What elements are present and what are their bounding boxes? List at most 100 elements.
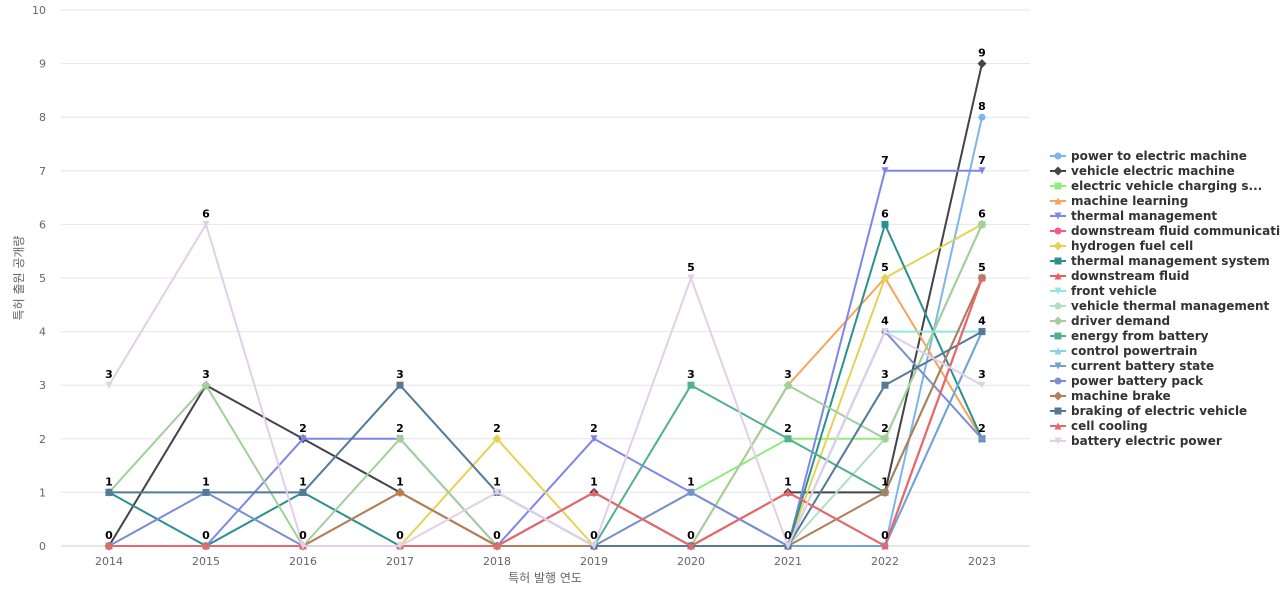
series-vehicle-electric-machine[interactable] xyxy=(104,59,987,551)
data-point[interactable] xyxy=(977,59,987,69)
data-point[interactable] xyxy=(783,380,793,390)
data-point[interactable] xyxy=(687,274,695,282)
legend-label: current battery state xyxy=(1071,359,1214,373)
series-line xyxy=(108,223,983,547)
data-label: 1 xyxy=(493,475,501,488)
data-point[interactable] xyxy=(590,435,598,443)
legend-item[interactable]: vehicle thermal management xyxy=(1050,299,1270,313)
data-point[interactable] xyxy=(978,381,986,389)
data-point[interactable] xyxy=(395,487,405,497)
data-point[interactable] xyxy=(687,542,695,550)
legend-label: battery electric power xyxy=(1071,434,1222,448)
series-machine-learning[interactable] xyxy=(105,274,986,550)
legend-item[interactable]: front vehicle xyxy=(1050,284,1157,298)
legend-marker xyxy=(1054,272,1062,280)
data-point[interactable] xyxy=(977,219,987,229)
legend-item[interactable]: control powertrain xyxy=(1050,344,1197,358)
data-point[interactable] xyxy=(590,542,598,550)
data-point[interactable] xyxy=(881,167,889,175)
legend-item[interactable]: current battery state xyxy=(1050,359,1214,373)
legend-item[interactable]: driver demand xyxy=(1050,314,1170,328)
data-point[interactable] xyxy=(493,488,501,496)
data-label: 3 xyxy=(687,368,695,381)
data-point[interactable] xyxy=(881,328,889,336)
legend-item[interactable]: braking of electric vehicle xyxy=(1050,404,1247,418)
data-point[interactable] xyxy=(105,488,113,496)
legend-label: power to electric machine xyxy=(1071,149,1247,163)
legend-label: braking of electric vehicle xyxy=(1071,404,1247,418)
data-point[interactable] xyxy=(105,542,113,550)
legend-marker xyxy=(1054,182,1062,190)
data-point[interactable] xyxy=(978,328,986,336)
data-label: 0 xyxy=(396,529,404,542)
data-point[interactable] xyxy=(202,542,210,550)
series-downstream-fluid-communication[interactable] xyxy=(105,274,986,550)
series-line xyxy=(109,277,983,547)
data-point[interactable] xyxy=(784,435,792,443)
legend-item[interactable]: downstream fluid xyxy=(1050,269,1189,283)
data-point[interactable] xyxy=(492,434,502,444)
legend-item[interactable]: vehicle electric machine xyxy=(1050,164,1235,178)
data-point[interactable] xyxy=(784,488,792,496)
data-point[interactable] xyxy=(978,435,986,443)
data-point[interactable] xyxy=(881,220,889,228)
data-point[interactable] xyxy=(881,542,889,550)
legend-item[interactable]: thermal management system xyxy=(1050,254,1270,268)
legend-item[interactable]: machine brake xyxy=(1050,389,1171,403)
legend-marker xyxy=(1054,227,1062,235)
legend-label: front vehicle xyxy=(1071,284,1157,298)
data-point[interactable] xyxy=(784,542,792,550)
data-label: 3 xyxy=(396,368,404,381)
legend-item[interactable]: hydrogen fuel cell xyxy=(1050,239,1193,253)
legend-item[interactable]: battery electric power xyxy=(1050,434,1222,448)
series-energy-from-battery[interactable] xyxy=(105,274,986,550)
data-point[interactable] xyxy=(880,434,890,444)
legend-item[interactable]: thermal management xyxy=(1050,209,1217,223)
data-point[interactable] xyxy=(978,113,986,121)
legend-marker xyxy=(1054,422,1062,430)
legend-marker xyxy=(1054,197,1062,205)
data-point[interactable] xyxy=(396,381,404,389)
series-line xyxy=(109,277,983,547)
data-point[interactable] xyxy=(880,273,890,283)
legend-item[interactable]: downstream fluid communication xyxy=(1050,224,1280,238)
data-point[interactable] xyxy=(105,381,113,389)
data-point[interactable] xyxy=(978,167,986,175)
legend-label: thermal management system xyxy=(1071,254,1270,268)
data-point[interactable] xyxy=(978,274,986,282)
y-tick-label: 3 xyxy=(39,379,46,392)
series-battery-electric-power[interactable] xyxy=(105,220,986,550)
x-tick-label: 2014 xyxy=(95,555,123,568)
data-point[interactable] xyxy=(395,434,405,444)
data-point[interactable] xyxy=(493,542,501,550)
legend-item[interactable]: power battery pack xyxy=(1050,374,1204,388)
series-downstream-fluid[interactable] xyxy=(105,274,986,550)
data-point[interactable] xyxy=(590,488,598,496)
data-point[interactable] xyxy=(396,542,404,550)
legend-item[interactable]: cell cooling xyxy=(1050,419,1148,433)
data-point[interactable] xyxy=(202,488,210,496)
legend-item[interactable]: machine learning xyxy=(1050,194,1188,208)
legend-label: energy from battery xyxy=(1071,329,1209,343)
data-labels: 0 1 3 0 1 3 6 0 1 2 0 1 2 3 0 1 2 0 1 2 0 1 3 5 0 1 2 3 0 1 2 3 4 5 6 7 2 3 4 5… xyxy=(105,47,986,542)
data-label: 0 xyxy=(687,529,695,542)
data-point[interactable] xyxy=(299,488,307,496)
data-label: 6 xyxy=(978,207,986,220)
data-point[interactable] xyxy=(880,487,890,497)
data-point[interactable] xyxy=(299,542,307,550)
series-cell-cooling[interactable] xyxy=(105,274,986,550)
legend-marker xyxy=(1054,302,1062,310)
legend-item[interactable]: power to electric machine xyxy=(1050,149,1247,163)
data-point[interactable] xyxy=(687,488,695,496)
data-point[interactable] xyxy=(202,220,210,228)
data-point[interactable] xyxy=(201,380,211,390)
data-label: 4 xyxy=(978,315,986,328)
legend-item[interactable]: electric vehicle charging s... xyxy=(1050,179,1262,193)
legend-item[interactable]: energy from battery xyxy=(1050,329,1209,343)
data-point[interactable] xyxy=(299,435,307,443)
data-point[interactable] xyxy=(687,381,695,389)
data-point[interactable] xyxy=(881,381,889,389)
